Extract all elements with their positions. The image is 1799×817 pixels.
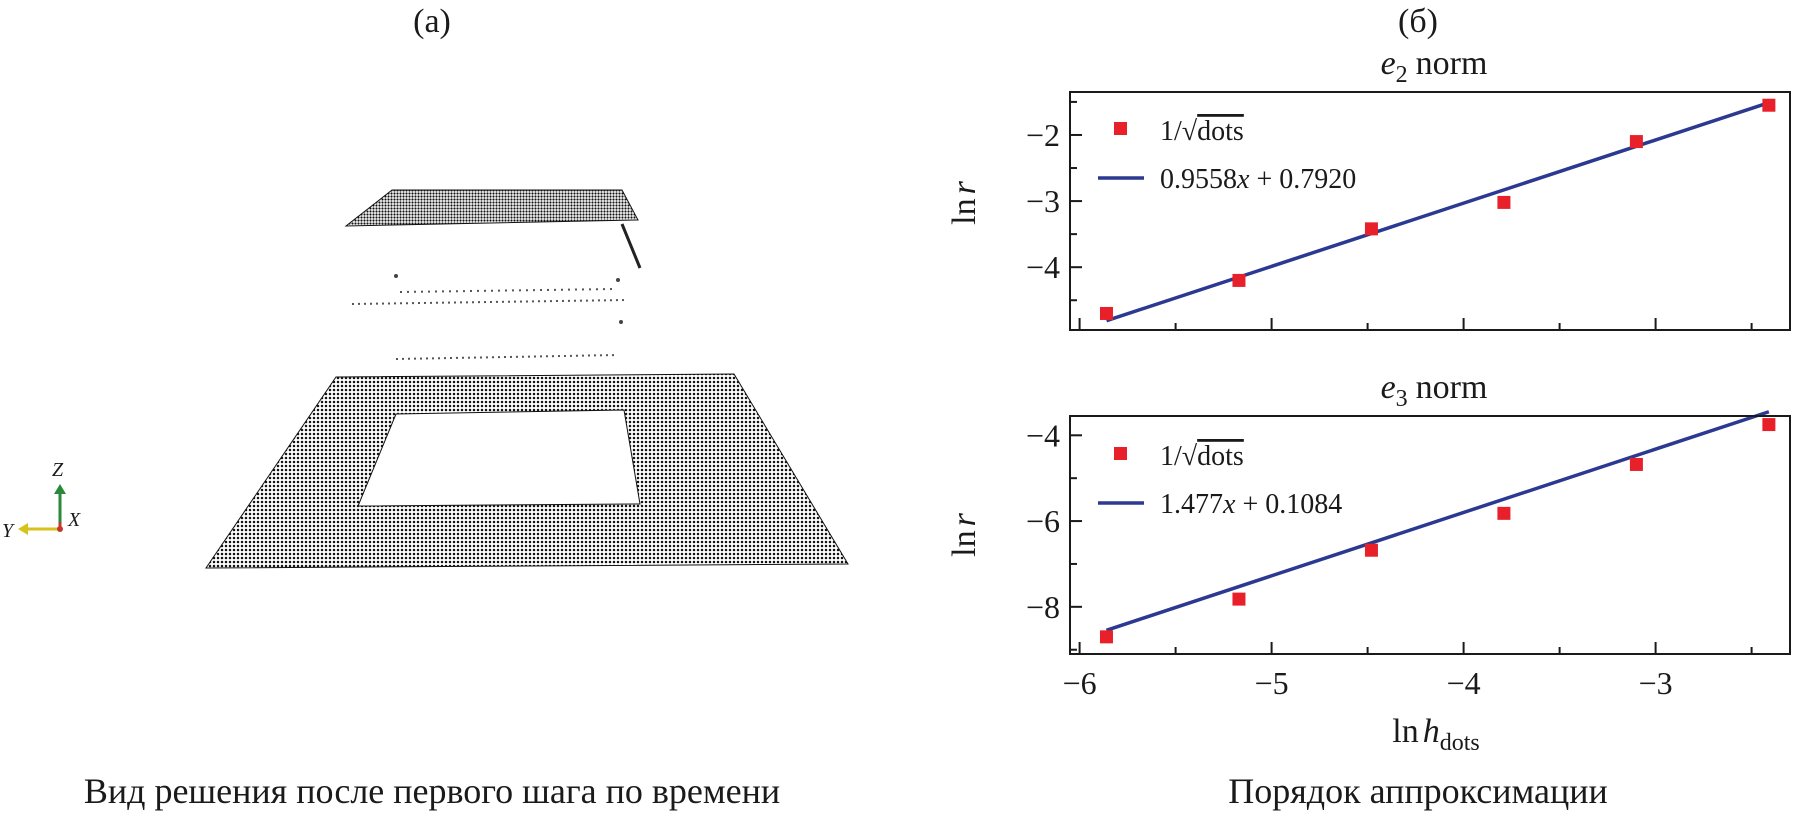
- x-tick-label: −6: [1063, 665, 1097, 701]
- y-tick-label: −4: [1026, 249, 1060, 285]
- top-plate: [344, 189, 639, 227]
- legend-marker-label: 1/√dots: [1160, 116, 1244, 147]
- dotted-row: [395, 354, 619, 360]
- x-tick-label: −3: [1639, 665, 1673, 701]
- panel-b-label: (б): [1398, 3, 1438, 40]
- plate-edge-line: [620, 223, 642, 269]
- data-point: [1497, 506, 1511, 520]
- legend-line-label: 0.9558x + 0.7920: [1160, 164, 1356, 195]
- data-point: [1232, 273, 1246, 287]
- plot-frame: [1069, 91, 1791, 331]
- dotted-row: [399, 288, 616, 293]
- panel-a-caption: Вид решения после первого шага по времен…: [84, 771, 780, 811]
- triad-y-label: Y: [2, 520, 15, 542]
- panel-a-label: (a): [413, 3, 451, 40]
- dotted-row: [351, 299, 629, 305]
- triad-x-label: X: [67, 509, 81, 531]
- chart-e3-norm: e3 norm lnr −8 −6 −4 −6 −5 −4 −3 1/√dots 1.477x…: [946, 369, 1791, 701]
- data-point: [1497, 195, 1511, 209]
- fit-line: [1105, 410, 1770, 632]
- triad-z-label: Z: [52, 459, 64, 481]
- stray-point: [394, 274, 398, 278]
- data-point: [1099, 630, 1113, 644]
- legend-marker-swatch: [1114, 122, 1127, 135]
- point-cloud-view: Z Y X: [2, 189, 849, 569]
- data-point: [1762, 418, 1776, 432]
- axis-triad: Z Y X: [2, 459, 81, 542]
- data-point: [1364, 222, 1378, 236]
- panel-b-caption: Порядок аппроксимации: [1228, 771, 1608, 811]
- fit-line: [1105, 101, 1770, 323]
- chart-title: e3 norm: [1381, 369, 1488, 412]
- legend: 1/√dots 1.477x + 0.1084: [1098, 441, 1342, 520]
- stray-point: [619, 320, 623, 324]
- data-point: [1629, 457, 1643, 471]
- y-tick-label: −6: [1026, 503, 1060, 539]
- chart-e2-norm: e2 norm lnr −4 −3 −2 1/√dots 0.9558x + 0.79…: [946, 45, 1791, 331]
- data-point: [1762, 98, 1776, 112]
- data-point: [1364, 543, 1378, 557]
- data-point: [1629, 135, 1643, 149]
- legend-marker-swatch: [1114, 447, 1127, 460]
- data-point: [1099, 306, 1113, 320]
- chart-title: e2 norm: [1381, 45, 1488, 88]
- bottom-frame-plate: [205, 373, 849, 569]
- legend-marker-label: 1/√dots: [1160, 441, 1244, 472]
- data-point: [1232, 592, 1246, 606]
- y-axis-label: lnr: [946, 180, 983, 224]
- x-axis-label: ln hdots: [1392, 713, 1479, 756]
- y-tick-label: −4: [1026, 417, 1060, 453]
- legend-line-label: 1.477x + 0.1084: [1160, 489, 1342, 520]
- legend: 1/√dots 0.9558x + 0.7920: [1098, 116, 1356, 195]
- y-tick-label: −8: [1026, 589, 1060, 625]
- x-tick-label: −5: [1255, 665, 1289, 701]
- x-tick-label: −4: [1447, 665, 1481, 701]
- y-axis-label: lnr: [946, 512, 983, 556]
- stray-point: [616, 278, 620, 282]
- y-tick-label: −3: [1026, 183, 1060, 219]
- y-tick-label: −2: [1026, 117, 1060, 153]
- plot-frame: [1069, 415, 1791, 655]
